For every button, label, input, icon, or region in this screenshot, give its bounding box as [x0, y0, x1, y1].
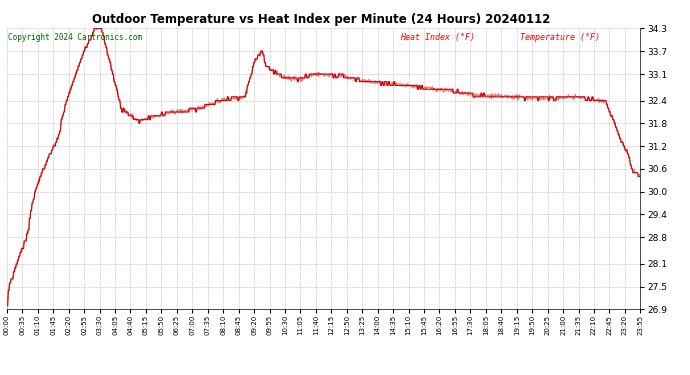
Text: Temperature (°F): Temperature (°F) — [520, 33, 600, 42]
Text: Heat Index (°F): Heat Index (°F) — [400, 33, 475, 42]
Text: Copyright 2024 Cartronics.com: Copyright 2024 Cartronics.com — [8, 33, 141, 42]
Text: Outdoor Temperature vs Heat Index per Minute (24 Hours) 20240112: Outdoor Temperature vs Heat Index per Mi… — [92, 13, 550, 26]
